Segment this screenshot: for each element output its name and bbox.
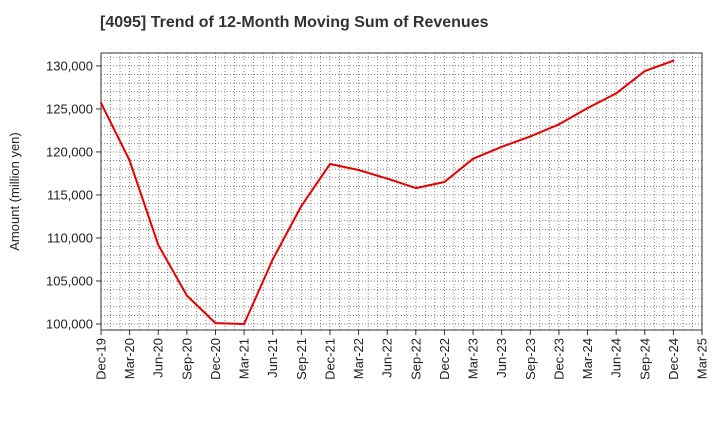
data-point [529, 135, 532, 138]
data-point [100, 101, 102, 104]
data-point [185, 294, 188, 297]
x-tick-label: Dec-21 [322, 338, 337, 380]
x-tick-label: Jun-22 [380, 338, 395, 378]
data-point [328, 162, 331, 165]
data-point [214, 322, 217, 325]
data-point [500, 145, 503, 148]
data-point [157, 243, 160, 246]
x-axis: Dec-19 Mar-20 Jun-20 Sep-20 Dec-20 Mar-21 Jun-… [94, 330, 710, 380]
x-tick-label: Jun-24 [609, 338, 624, 378]
x-tick-label: Jun-23 [494, 338, 509, 378]
x-tick-label: Sep-23 [523, 338, 538, 380]
x-tick-label: Mar-20 [122, 338, 137, 379]
x-tick-label: Dec-24 [666, 338, 681, 380]
x-tick-label: Mar-22 [351, 338, 366, 379]
data-point [615, 92, 618, 95]
chart-title: [4095] Trend of 12-Month Moving Sum of R… [100, 14, 489, 31]
plot-frame [100, 52, 703, 331]
x-tick-label: Jun-21 [265, 338, 280, 378]
data-point [414, 187, 417, 190]
x-tick-label: Mar-23 [466, 338, 481, 379]
x-tick-label: Sep-24 [637, 338, 652, 380]
x-tick-label: Sep-20 [179, 338, 194, 380]
y-tick-label: 130,000 [46, 58, 93, 73]
y-tick-label: 105,000 [46, 273, 93, 288]
data-point [443, 181, 446, 184]
x-tick-label: Sep-21 [294, 338, 309, 380]
x-tick-label: Dec-23 [551, 338, 566, 380]
data-point [472, 157, 475, 160]
grid [101, 53, 702, 330]
data-point [557, 123, 560, 126]
y-tick-label: 110,000 [47, 230, 93, 245]
x-tick-label: Jun-20 [151, 338, 166, 378]
x-tick-label: Mar-21 [237, 338, 252, 379]
data-point [128, 159, 131, 162]
data-point [586, 107, 589, 110]
x-tick-label: Sep-22 [408, 338, 423, 380]
data-point [672, 59, 675, 62]
y-tick-label: 115,000 [47, 187, 93, 202]
y-axis-title: Amount (million yen) [7, 132, 22, 251]
data-point [643, 70, 646, 73]
x-tick-label: Dec-20 [208, 338, 223, 380]
data-point [271, 258, 274, 261]
series-layer [100, 59, 675, 325]
x-tick-label: Mar-24 [580, 338, 595, 379]
x-tick-label: Dec-19 [94, 338, 109, 380]
data-point [357, 168, 360, 171]
data-point [300, 205, 303, 208]
data-point [386, 177, 389, 180]
y-tick-label: 120,000 [46, 144, 93, 159]
y-axis: 100,000 105,000 110,000 115,000 120,000 125,0… [46, 58, 101, 331]
x-tick-label: Dec-22 [437, 338, 452, 380]
x-tick-label: Mar-25 [695, 338, 710, 379]
y-tick-label: 125,000 [46, 101, 93, 116]
data-point [243, 322, 246, 325]
y-tick-label: 100,000 [46, 316, 93, 331]
